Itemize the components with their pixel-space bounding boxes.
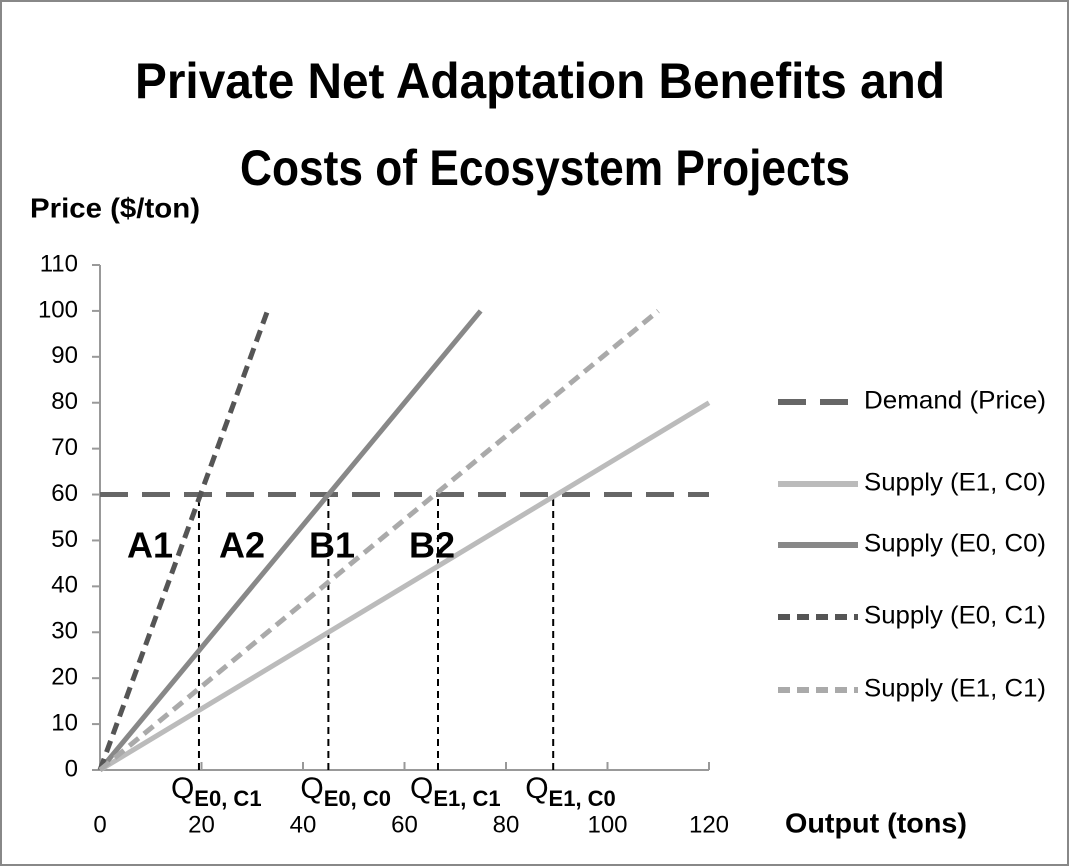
x-tick-label: 20 <box>188 811 215 838</box>
chart-title: Costs of Ecosystem Projects <box>240 140 850 196</box>
q-symbol: Q <box>410 772 433 805</box>
y-tick-label: 0 <box>65 755 78 782</box>
y-axis-label: Price ($/ton) <box>30 192 200 223</box>
y-tick-label: 30 <box>51 618 78 645</box>
q-subscript: E0, C0 <box>324 786 391 811</box>
series-line <box>98 308 660 772</box>
y-tick-label: 60 <box>51 480 78 507</box>
quantity-label: QE1, C1 <box>410 772 501 811</box>
x-tick-label: 0 <box>93 811 106 838</box>
quantity-label: QE0, C0 <box>300 772 391 811</box>
x-tick-label: 40 <box>290 811 317 838</box>
series-line <box>98 400 711 773</box>
x-tick-label: 120 <box>689 811 729 838</box>
region-label: B2 <box>409 525 455 566</box>
q-subscript: E1, C1 <box>433 786 500 811</box>
legend-label: Supply (E1, C1) <box>864 675 1046 703</box>
y-tick-label: 90 <box>51 342 78 369</box>
q-subscript: E1, C0 <box>549 786 616 811</box>
series-line <box>98 309 483 772</box>
region-label: A1 <box>127 525 173 566</box>
legend-label: Demand (Price) <box>864 387 1046 415</box>
quantity-label: QE0, C1 <box>171 772 262 811</box>
y-tick-label: 40 <box>51 572 78 599</box>
series-line <box>97 310 270 771</box>
y-tick-label: 100 <box>38 296 78 323</box>
legend-label: Supply (E1, C0) <box>864 469 1046 497</box>
q-symbol: Q <box>300 772 323 805</box>
y-tick-label: 110 <box>40 250 78 277</box>
region-label: A2 <box>219 525 265 566</box>
q-symbol: Q <box>525 772 548 805</box>
q-subscript: E0, C1 <box>194 786 261 811</box>
y-tick-label: 10 <box>51 709 78 736</box>
x-tick-label: 60 <box>391 811 418 838</box>
legend-label: Supply (E0, C1) <box>864 602 1046 630</box>
region-label: B1 <box>309 525 355 566</box>
x-tick-label: 100 <box>587 811 627 838</box>
q-symbol: Q <box>171 772 194 805</box>
legend-label: Supply (E0, C0) <box>864 530 1046 558</box>
y-tick-label: 80 <box>51 388 78 415</box>
y-tick-label: 20 <box>51 664 78 691</box>
quantity-label: QE1, C0 <box>525 772 616 811</box>
y-tick-label: 70 <box>51 434 78 461</box>
chart-title: Private Net Adaptation Benefits and <box>135 53 945 109</box>
y-tick-label: 50 <box>51 526 78 553</box>
x-tick-label: 80 <box>493 811 520 838</box>
x-axis-label: Output (tons) <box>785 807 967 838</box>
